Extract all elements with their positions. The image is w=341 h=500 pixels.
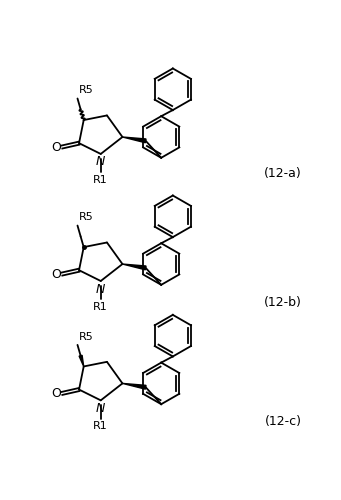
Text: O: O: [51, 387, 61, 400]
Text: R1: R1: [93, 174, 108, 184]
Text: R5: R5: [79, 212, 94, 222]
Text: N: N: [96, 156, 105, 168]
Polygon shape: [122, 384, 146, 389]
Text: (12-b): (12-b): [264, 296, 302, 309]
Text: R5: R5: [79, 332, 94, 342]
Text: R1: R1: [93, 302, 108, 312]
Text: (12-c): (12-c): [264, 416, 301, 428]
Text: R1: R1: [93, 421, 108, 431]
Text: O: O: [51, 140, 61, 153]
Polygon shape: [122, 264, 146, 270]
Polygon shape: [79, 356, 84, 366]
Text: N: N: [96, 402, 105, 415]
Polygon shape: [122, 137, 146, 142]
Text: O: O: [51, 268, 61, 280]
Text: N: N: [96, 282, 105, 296]
Text: R5: R5: [79, 86, 94, 96]
Text: (12-a): (12-a): [264, 168, 302, 180]
